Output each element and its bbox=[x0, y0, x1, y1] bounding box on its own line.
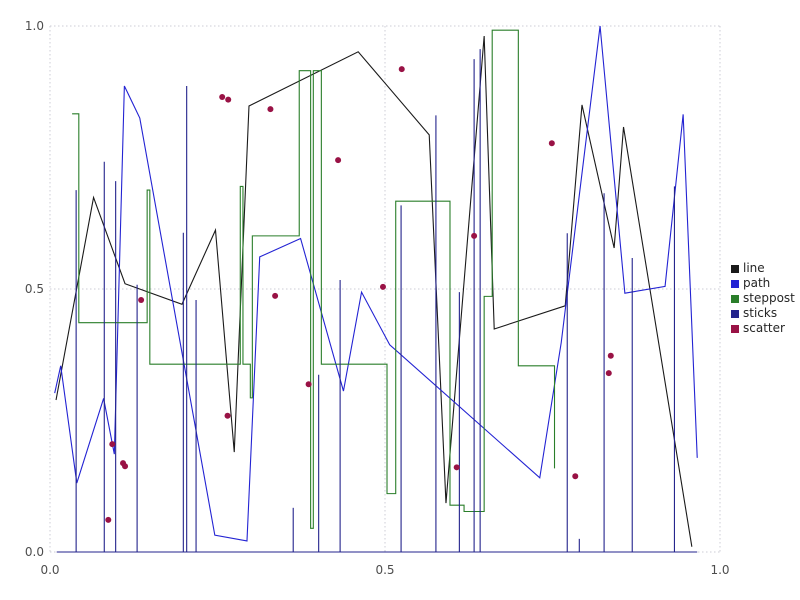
legend: line path steppost sticks scatter bbox=[731, 261, 795, 336]
legend-swatch-sticks bbox=[731, 309, 739, 318]
legend-label-sticks: sticks bbox=[743, 306, 778, 320]
series-path bbox=[54, 25, 698, 542]
legend-swatch-path bbox=[731, 279, 739, 288]
legend-item-line: line bbox=[731, 261, 795, 276]
series-line bbox=[55, 35, 693, 547]
legend-item-scatter: scatter bbox=[731, 321, 795, 336]
series-sticks bbox=[56, 49, 698, 553]
legend-item-path: path bbox=[731, 276, 795, 291]
legend-swatch-scatter bbox=[731, 324, 739, 333]
legend-label-line: line bbox=[743, 261, 765, 275]
legend-item-sticks: sticks bbox=[731, 306, 795, 321]
legend-label-steppost: steppost bbox=[743, 291, 795, 305]
series-steppost bbox=[72, 29, 556, 529]
y-tick-label-0.0: 0.0 bbox=[24, 545, 44, 559]
x-tick-label-0.5: 0.5 bbox=[375, 563, 395, 577]
legend-label-scatter: scatter bbox=[743, 321, 785, 335]
legend-item-steppost: steppost bbox=[731, 291, 795, 306]
y-tick-label-1.0: 1.0 bbox=[24, 19, 44, 33]
x-tick-label-0.0: 0.0 bbox=[40, 563, 60, 577]
legend-swatch-line bbox=[731, 264, 739, 273]
legend-label-path: path bbox=[743, 276, 771, 290]
y-tick-label-0.5: 0.5 bbox=[24, 282, 44, 296]
legend-swatch-steppost bbox=[731, 294, 739, 303]
x-tick-label-1.0: 1.0 bbox=[710, 563, 730, 577]
series-scatter bbox=[105, 66, 614, 523]
